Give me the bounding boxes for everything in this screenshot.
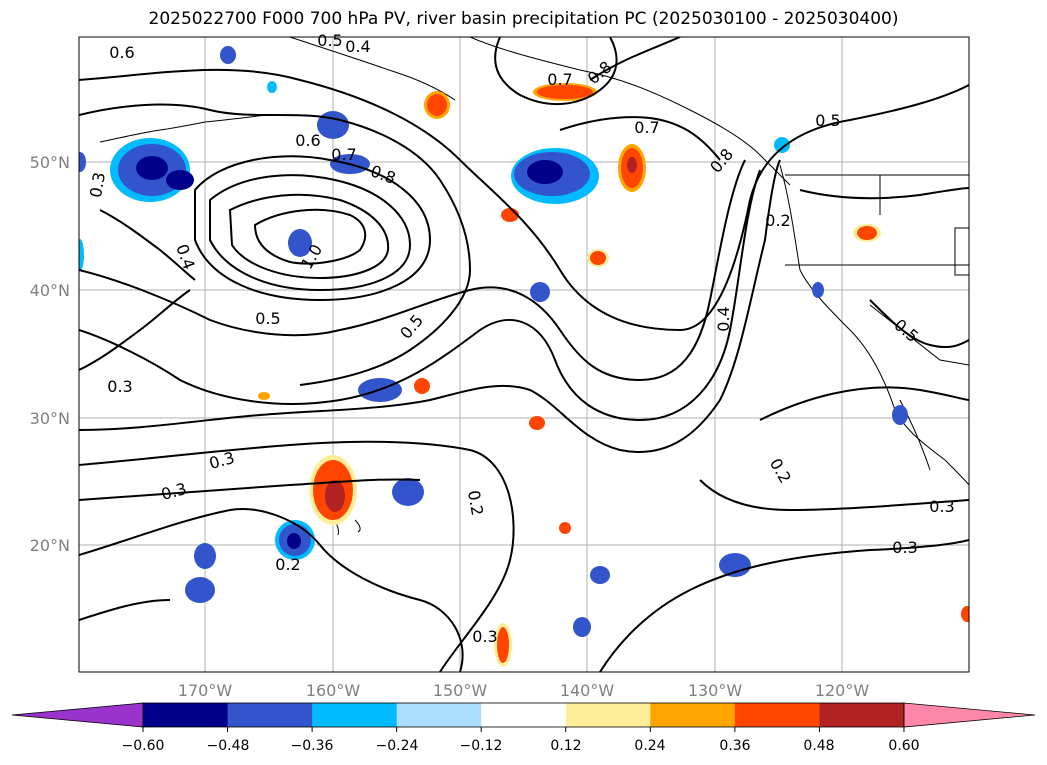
pv-contours — [79, 37, 969, 672]
contour-label: 0.2 — [464, 489, 487, 517]
lat-label-50: 50°N — [30, 153, 70, 172]
lat-label-30: 30°N — [30, 409, 70, 428]
colorbar-frame — [142, 702, 905, 728]
contour-label: 0.7 — [634, 118, 659, 137]
colorbar-segment — [650, 703, 736, 727]
contour-label: 0.3 — [892, 538, 917, 557]
lat-labels: 50°N 40°N 30°N 20°N — [30, 153, 70, 555]
contour-label: 0.5 — [815, 111, 840, 130]
contour-label: 0.6 — [109, 43, 134, 62]
lat-label-40: 40°N — [30, 281, 70, 300]
contour-label: 0.7 — [331, 145, 356, 164]
colorbar-segment — [396, 703, 482, 727]
map-frame — [78, 36, 970, 673]
colorbar-tick-label: −0.24 — [376, 738, 419, 754]
lon-label-170w: 170°W — [178, 681, 233, 700]
lon-label-130w: 130°W — [688, 681, 743, 700]
map-title: 2025022700 F000 700 hPa PV, river basin … — [148, 9, 899, 29]
colorbar-ticks: −0.60 −0.48 −0.36 −0.24 −0.12 0.12 0.24 … — [122, 738, 920, 754]
colorbar — [11, 702, 1036, 732]
colorbar-segment — [143, 703, 229, 727]
colorbar-tick-label: −0.36 — [291, 738, 334, 754]
lon-label-150w: 150°W — [433, 681, 488, 700]
contour-label: 0.5 — [317, 31, 342, 50]
contour-label: 0.4 — [714, 306, 733, 331]
colorbar-tick-label: 0.36 — [719, 738, 750, 754]
precip-shading — [79, 46, 969, 667]
contour-label: 0.2 — [765, 211, 790, 230]
contour-label: 0.3 — [929, 497, 954, 516]
coastlines — [99, 37, 969, 536]
contour-label: 0.4 — [345, 37, 370, 56]
contour-label: 0.2 — [275, 555, 300, 574]
colorbar-extend-high — [903, 702, 1036, 728]
colorbar-tick-label: 0.12 — [550, 738, 581, 754]
contour-label: 0.3 — [86, 171, 109, 199]
contour-label: 0.3 — [472, 627, 497, 646]
colorbar-segment — [312, 703, 398, 727]
lat-label-20: 20°N — [30, 536, 70, 555]
contour-label: 0.6 — [295, 131, 320, 150]
colorbar-tick-label: −0.60 — [122, 738, 165, 754]
colorbar-segment — [481, 703, 567, 727]
contour-label: 0.7 — [547, 70, 572, 89]
colorbar-tick-label: −0.12 — [460, 738, 503, 754]
colorbar-extend-low — [11, 702, 144, 728]
colorbar-segment — [227, 703, 313, 727]
lon-label-160w: 160°W — [306, 681, 361, 700]
colorbar-tick-label: 0.24 — [634, 738, 665, 754]
colorbar-segment — [819, 703, 905, 727]
colorbar-tick-label: 0.48 — [803, 738, 834, 754]
colorbar-tick-label: −0.48 — [207, 738, 250, 754]
lon-label-120w: 120°W — [815, 681, 870, 700]
map-plot — [79, 37, 969, 672]
colorbar-tick-label: 0.60 — [888, 738, 919, 754]
colorbar-segment — [734, 703, 820, 727]
lon-labels: 170°W 160°W 150°W 140°W 130°W 120°W — [178, 681, 870, 700]
colorbar-segment — [565, 703, 651, 727]
contour-label: 0.5 — [255, 309, 280, 328]
lon-label-140w: 140°W — [560, 681, 615, 700]
contour-label: 0.3 — [107, 377, 132, 396]
